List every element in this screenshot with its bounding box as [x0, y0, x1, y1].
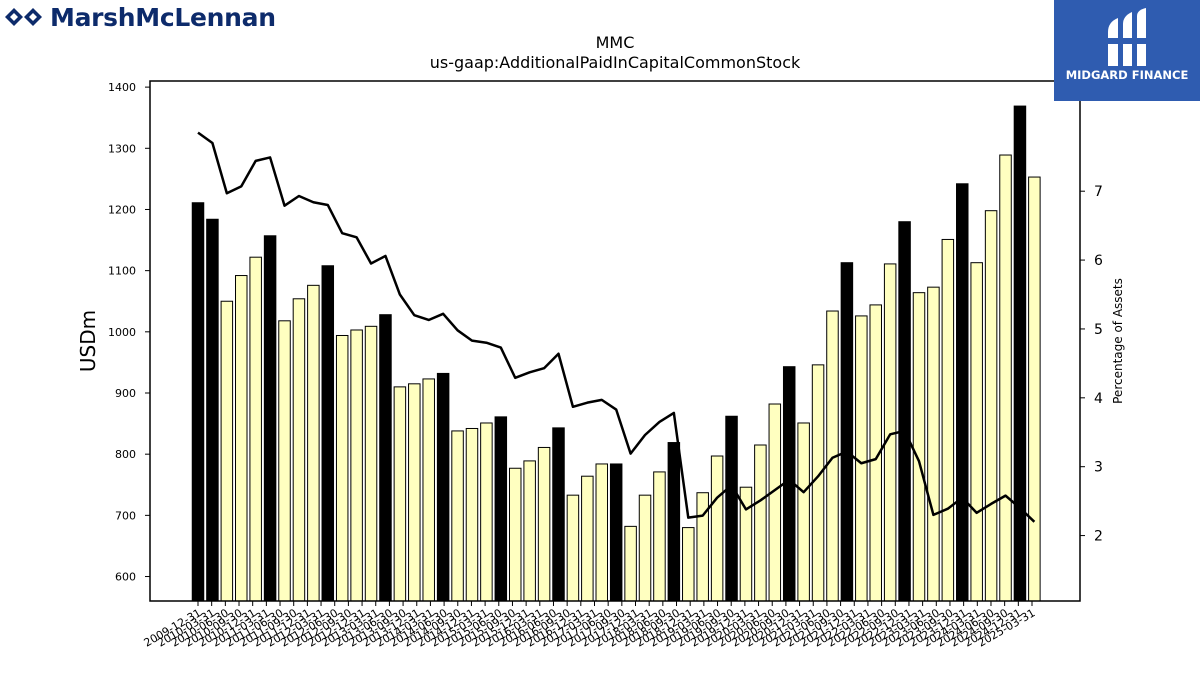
line-group — [197, 131, 1036, 523]
y-tick-label: 900 — [115, 387, 136, 400]
bar — [797, 422, 810, 602]
bar — [307, 284, 320, 602]
bar — [898, 221, 911, 602]
bar-group — [191, 105, 1041, 602]
bar — [451, 430, 464, 602]
bar — [725, 415, 738, 602]
marshmclennan-logo-icon — [5, 8, 42, 26]
bar — [768, 403, 782, 602]
bar — [480, 422, 493, 602]
bar — [422, 378, 435, 602]
y-tick-label: 1000 — [108, 326, 136, 339]
y-tick-label: 700 — [115, 509, 136, 522]
bar — [364, 325, 378, 602]
y2-axis-label: Percentage of Assets — [1111, 278, 1125, 404]
bar — [1028, 176, 1041, 602]
y-tick-label: 1400 — [108, 81, 136, 94]
y-tick-label: 1100 — [108, 265, 136, 278]
bar — [581, 475, 594, 602]
y-tick-label: 1300 — [108, 142, 136, 155]
chart-subtitle: us-gaap:AdditionalPaidInCapitalCommonSto… — [430, 53, 801, 72]
marshmclennan-logo: MarshMcLennan — [4, 2, 276, 32]
y2-tick-label: 2 — [1094, 529, 1103, 545]
bar — [335, 334, 349, 602]
bar — [537, 446, 551, 602]
bar — [393, 386, 407, 602]
bar — [999, 154, 1012, 602]
bar — [754, 444, 767, 602]
bar — [811, 364, 825, 602]
bar — [220, 300, 234, 602]
bar — [638, 494, 652, 602]
bar — [508, 467, 522, 602]
bar — [941, 238, 955, 602]
bar — [278, 320, 291, 602]
y-tick-label: 600 — [115, 571, 136, 584]
bar — [609, 463, 623, 602]
y2-tick-label: 5 — [1094, 322, 1103, 338]
midgard-logo-icon — [1104, 8, 1150, 66]
bar — [653, 471, 666, 602]
bar — [566, 494, 580, 602]
bar — [379, 314, 392, 602]
y-tick-label: 1200 — [108, 203, 136, 216]
bar — [1013, 105, 1027, 602]
bar — [206, 218, 219, 602]
y2-tick-label: 6 — [1094, 253, 1103, 269]
bar — [710, 455, 724, 602]
y2-tick-label: 7 — [1094, 184, 1103, 200]
y2-tick-label: 3 — [1094, 460, 1103, 476]
y-tick-label: 800 — [115, 448, 136, 461]
bar — [682, 527, 695, 602]
bar — [465, 427, 479, 602]
bar — [408, 383, 421, 602]
bar — [667, 442, 681, 602]
midgard-logo-text: MIDGARD FINANCE — [1065, 68, 1189, 82]
bar — [970, 262, 983, 602]
bar — [249, 256, 262, 602]
plot-frame — [149, 80, 1081, 602]
series-line — [197, 131, 1036, 523]
y2-tick-label: 4 — [1094, 391, 1103, 407]
midgard-finance-logo: MIDGARD FINANCE — [1054, 0, 1200, 101]
bar — [840, 262, 854, 602]
bar — [927, 286, 940, 602]
bar — [494, 416, 508, 602]
bar — [984, 210, 998, 602]
bar — [191, 202, 205, 602]
bar — [523, 460, 536, 602]
bar — [263, 235, 277, 602]
y-axis-label: USDm — [76, 310, 100, 372]
bar — [235, 275, 248, 602]
bar — [956, 183, 969, 602]
marshmclennan-logo-text: MarshMcLennan — [50, 2, 276, 32]
bar — [624, 525, 637, 602]
bar — [552, 427, 565, 602]
bar — [321, 265, 335, 602]
bar — [912, 292, 926, 602]
chart-title: MMC — [596, 33, 635, 52]
bar — [350, 329, 363, 602]
y2-axis: 2 3 4 5 6 7 — [1080, 184, 1103, 545]
x-axis: 2009-12-312010-03-312010-06-302010-09-30… — [142, 601, 1038, 650]
bar — [436, 372, 450, 602]
bar — [595, 463, 609, 602]
y-axis: 600 700 800 900 1000 1100 1200 1300 1400 — [108, 81, 150, 584]
bar — [292, 298, 306, 602]
